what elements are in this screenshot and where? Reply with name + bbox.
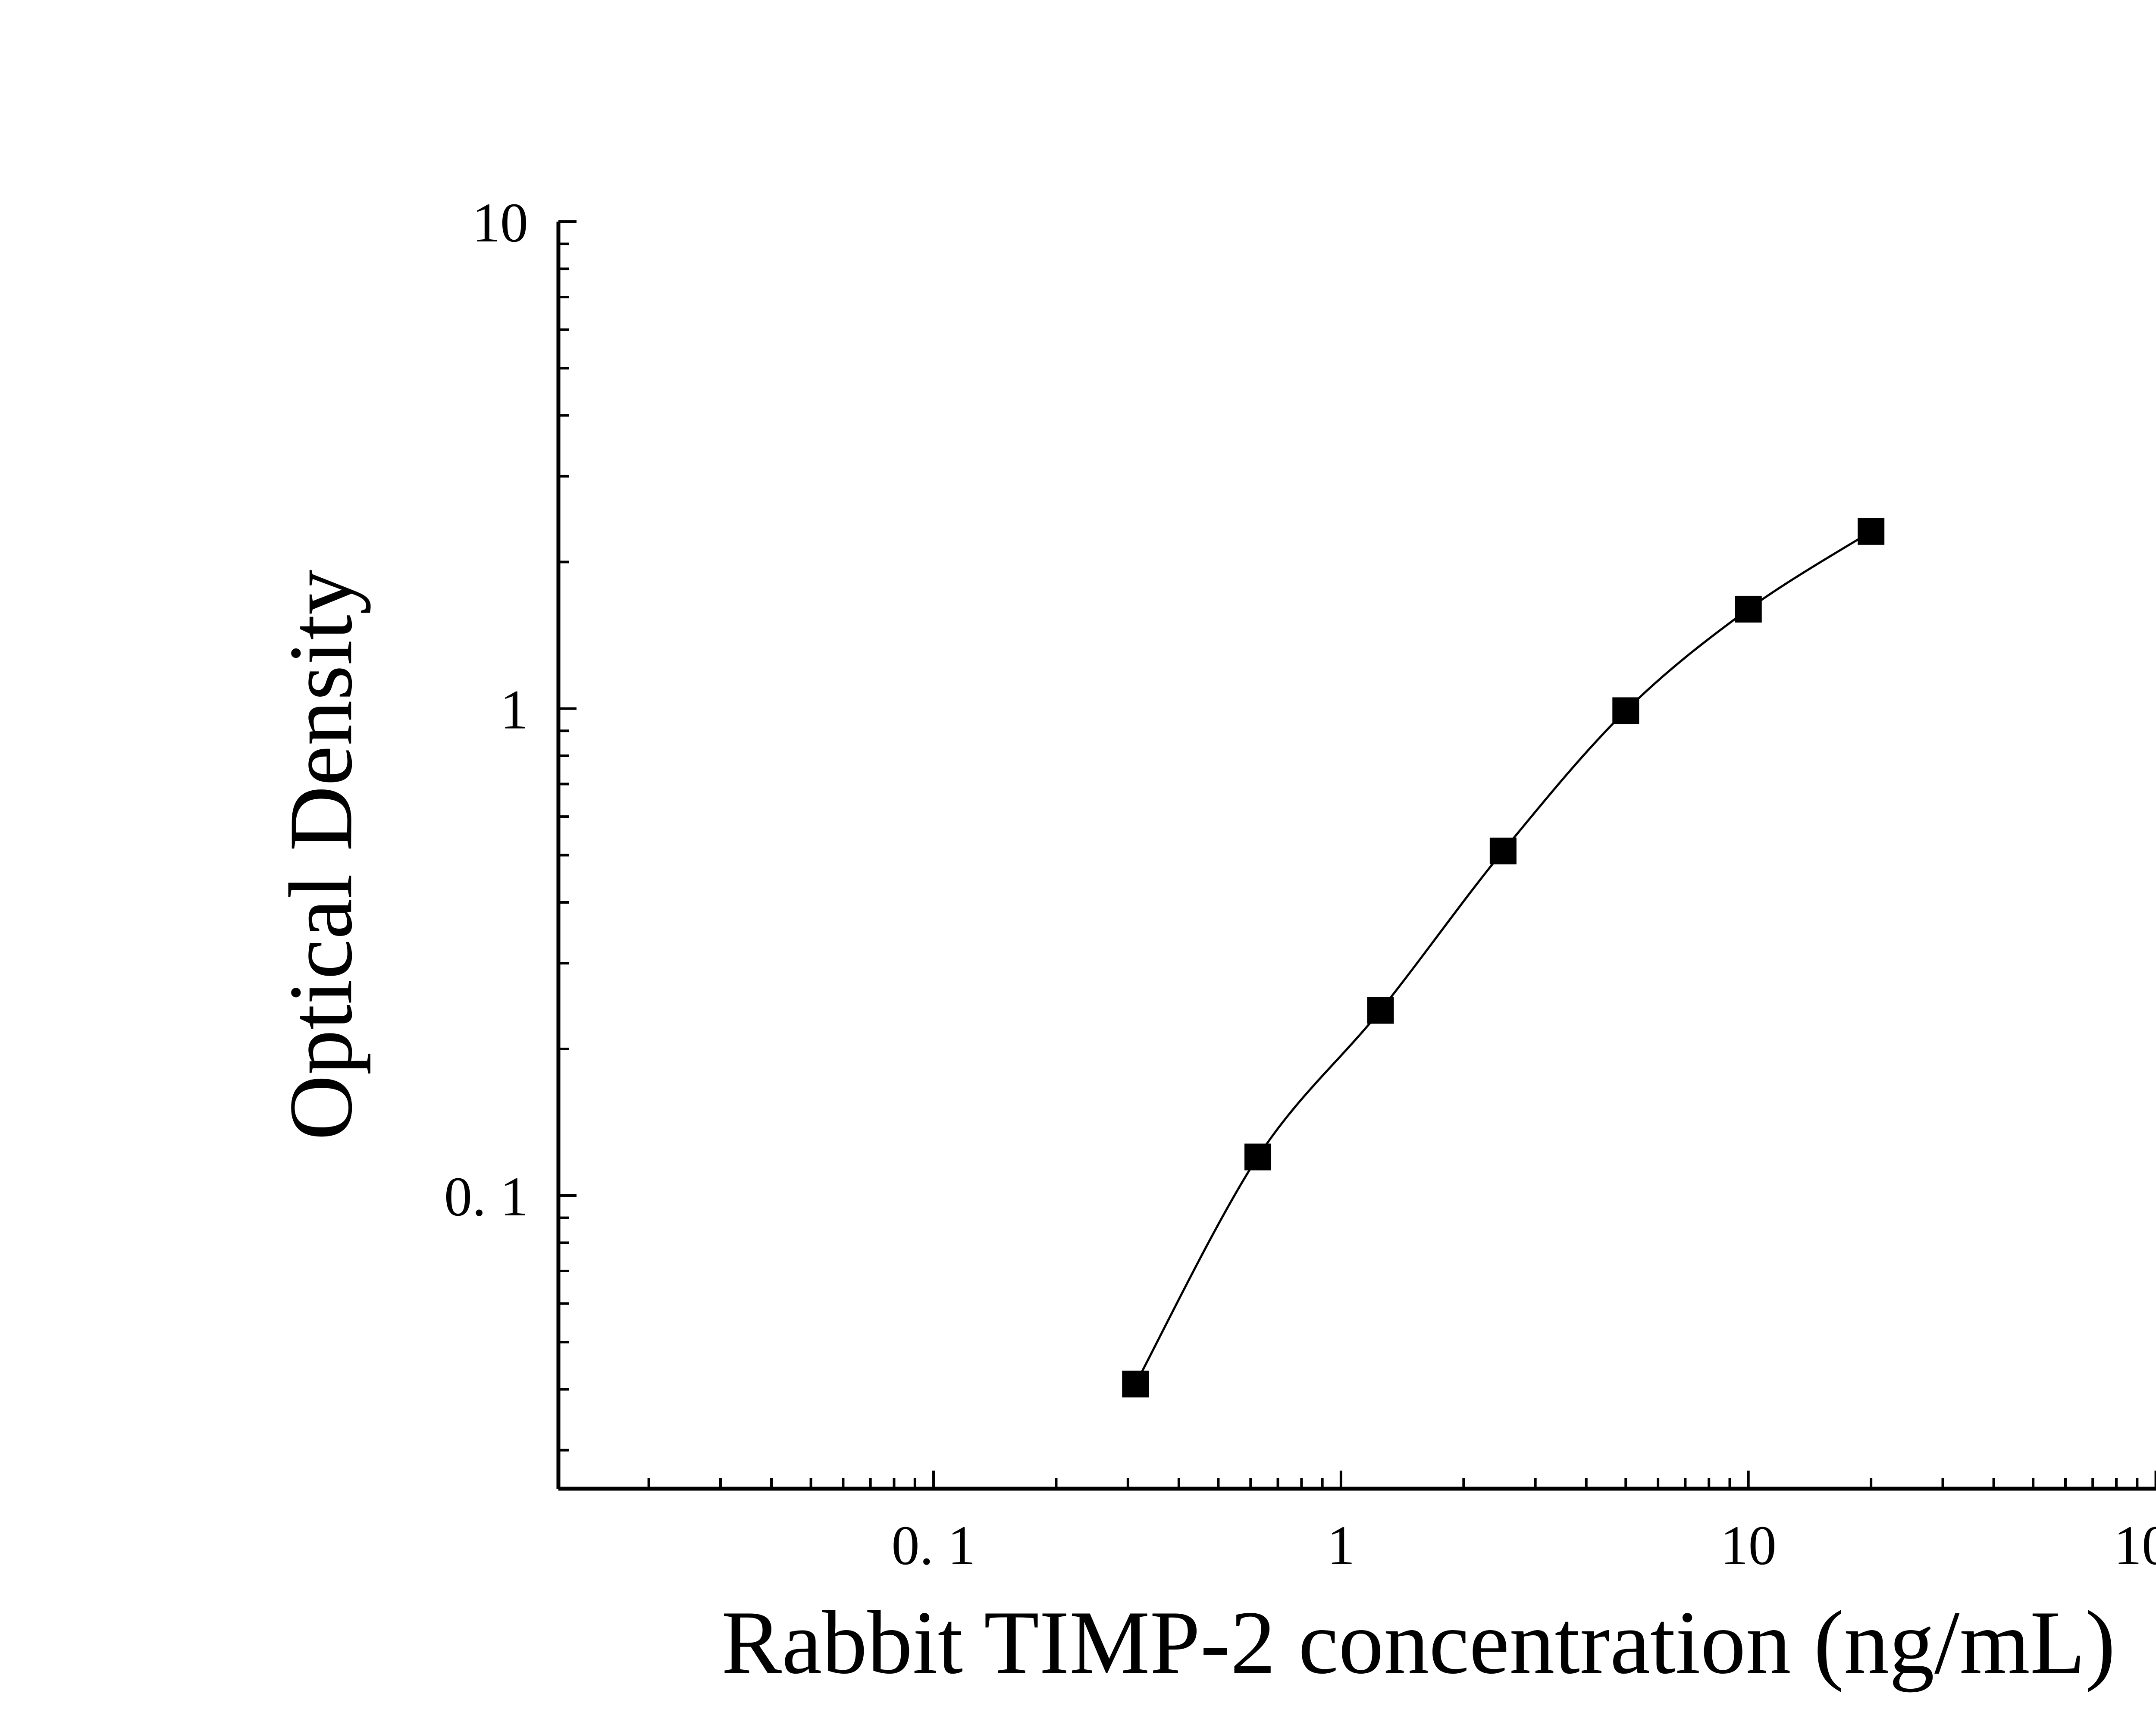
- x-tick-label: 1: [1327, 1515, 1355, 1577]
- data-point-marker: [1367, 997, 1394, 1024]
- x-axis-title: Rabbit TIMP-2 concentration (ng/mL): [721, 1593, 2115, 1693]
- y-axis-title: Optical Density: [271, 570, 371, 1140]
- y-tick-label: 10: [472, 192, 528, 254]
- x-tick-label: 10: [1720, 1515, 1777, 1577]
- standard-curve-line: [1134, 530, 1872, 1385]
- data-point-marker: [1735, 595, 1762, 623]
- data-point-marker: [1489, 837, 1517, 864]
- data-point-marker: [1858, 518, 1885, 545]
- data-point-marker: [1122, 1371, 1149, 1398]
- data-point-marker: [1612, 697, 1639, 724]
- data-point-marker: [1244, 1143, 1272, 1171]
- x-tick-label: 0. 1: [892, 1515, 976, 1577]
- y-tick-label: 1: [500, 679, 528, 741]
- y-tick-label: 0. 1: [444, 1166, 528, 1228]
- x-tick-label: 100: [2114, 1515, 2156, 1577]
